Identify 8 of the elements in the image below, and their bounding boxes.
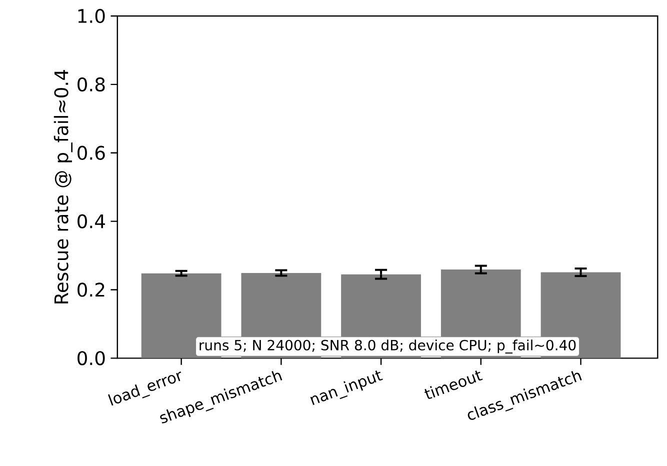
- y-tick-label: 0.2: [78, 282, 104, 297]
- annotation: runs 5; N 24000; SNR 8.0 dB; device CPU; p_fail~0.40: [200, 339, 576, 354]
- y-tick-label: 0.0: [78, 350, 105, 366]
- y-axis-title: Rescue rate @ p_fail≈0.4: [54, 70, 72, 304]
- y-tick-label: 0.6: [78, 146, 105, 160]
- y-tick-label: 0.4: [78, 214, 105, 228]
- y-tick-label: 0.8: [78, 77, 105, 92]
- y-tick-label: 1.0: [78, 8, 105, 23]
